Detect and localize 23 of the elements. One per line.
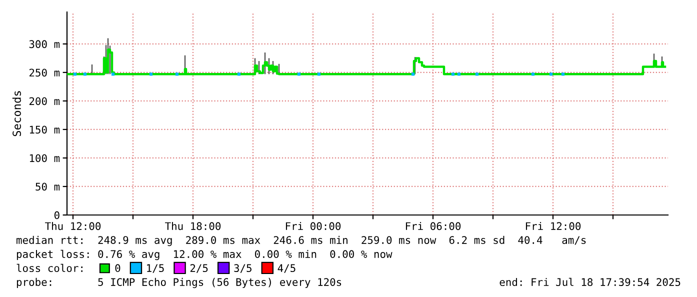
y-tick-label: 150 m	[30, 126, 60, 134]
text: packet loss: 0.76 % avg 12.00 % max 0.00 % min 0.00 % now	[16, 250, 392, 260]
legend-title: loss color:	[16, 264, 82, 272]
legend-label: 0	[115, 264, 120, 272]
text: median rtt: 248.9 ms avg 289.0 ms max 246.6 ms min 259.0 ms now 6.2 ms sd 40.4 am/s	[16, 236, 586, 246]
legend-label: 3/5	[234, 264, 252, 273]
x-tick-label: Fri 12:00	[526, 222, 581, 230]
y-tick-label: 0	[54, 211, 60, 220]
legend-label: 2/5	[190, 264, 208, 273]
x-tick-label: Fri 00:00	[286, 222, 341, 230]
y-axis-title: Seconds	[12, 91, 21, 136]
y-tick-label: 300 m	[29, 40, 60, 48]
text: end: Fri Jul 18 17:39:54 2025	[500, 278, 680, 286]
x-tick-label: Thu 12:00	[45, 222, 101, 230]
y-tick-label: 250 m	[29, 68, 60, 77]
text: probe: 5 ICMP Echo Pings (56 Bytes) every 120s	[16, 278, 342, 288]
y-tick-label: 100 m	[30, 154, 60, 162]
legend-label: 4/5	[278, 264, 296, 273]
y-tick-label: 50 m	[36, 182, 60, 191]
x-tick-label: Fri 06:00	[406, 222, 461, 230]
legend-label: 1/5	[147, 264, 164, 273]
x-tick-label: Thu 18:00	[165, 222, 221, 230]
y-tick-label: 200 m	[29, 97, 60, 106]
